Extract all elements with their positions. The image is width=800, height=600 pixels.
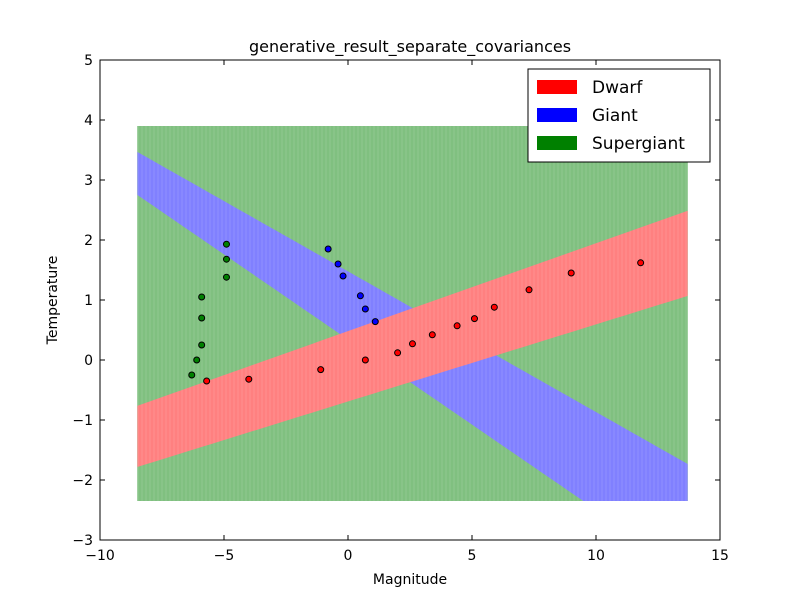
point-dwarf	[490, 303, 498, 311]
point-supergiant	[198, 314, 206, 322]
y-axis-ticks: −3 −2 −1 0 1 2 3 4 5	[72, 53, 720, 549]
data-points	[188, 240, 645, 385]
point-dwarf	[525, 286, 533, 294]
point-supergiant	[222, 240, 230, 248]
point-giant	[324, 245, 332, 253]
legend-label-giant: Giant	[592, 106, 638, 126]
legend: Dwarf Giant Supergiant	[527, 68, 711, 163]
legend-label-supergiant: Supergiant	[592, 134, 685, 154]
point-dwarf	[470, 315, 478, 323]
point-dwarf	[637, 259, 645, 267]
point-dwarf	[245, 375, 253, 383]
point-giant	[371, 318, 379, 326]
y-axis-label: Temperature	[45, 256, 61, 346]
point-dwarf	[428, 331, 436, 339]
x-tick-label: 0	[344, 548, 353, 564]
x-tick-label: 10	[587, 548, 605, 564]
x-tick-label: −5	[214, 548, 235, 564]
chart-title: generative_result_separate_covariances	[249, 37, 571, 57]
point-giant	[361, 305, 369, 313]
region-dwarf	[137, 210, 688, 468]
point-supergiant	[222, 273, 230, 281]
legend-label-dwarf: Dwarf	[592, 78, 643, 98]
y-tick-label: 4	[84, 113, 93, 129]
legend-swatch-supergiant	[537, 136, 577, 150]
y-tick-label: −1	[72, 413, 93, 429]
x-tick-label: 5	[468, 548, 477, 564]
y-tick-label: 3	[84, 173, 93, 189]
y-tick-label: 0	[84, 353, 93, 369]
point-supergiant	[193, 356, 201, 364]
point-dwarf	[453, 322, 461, 330]
y-tick-label: 1	[84, 293, 93, 309]
point-supergiant	[188, 371, 196, 379]
legend-swatch-dwarf	[537, 80, 577, 94]
point-dwarf	[408, 340, 416, 348]
x-axis-ticks: −10 −5 0 5 10 15	[85, 60, 729, 564]
decision-regions	[137, 126, 688, 501]
point-giant	[339, 272, 347, 280]
y-tick-label: 2	[84, 233, 93, 249]
y-tick-label: −2	[72, 473, 93, 489]
legend-swatch-giant	[537, 108, 577, 122]
point-dwarf	[567, 269, 575, 277]
point-dwarf	[203, 377, 211, 385]
x-axis-label: Magnitude	[373, 572, 447, 588]
point-dwarf	[361, 356, 369, 364]
y-tick-label: 5	[84, 53, 93, 69]
x-tick-label: −10	[85, 548, 115, 564]
point-giant	[334, 260, 342, 268]
point-dwarf	[317, 366, 325, 374]
x-tick-label: 15	[711, 548, 729, 564]
y-tick-label: −3	[72, 533, 93, 549]
point-supergiant	[198, 341, 206, 349]
point-giant	[356, 292, 364, 300]
point-dwarf	[394, 349, 402, 357]
point-supergiant	[222, 255, 230, 263]
point-supergiant	[198, 293, 206, 301]
